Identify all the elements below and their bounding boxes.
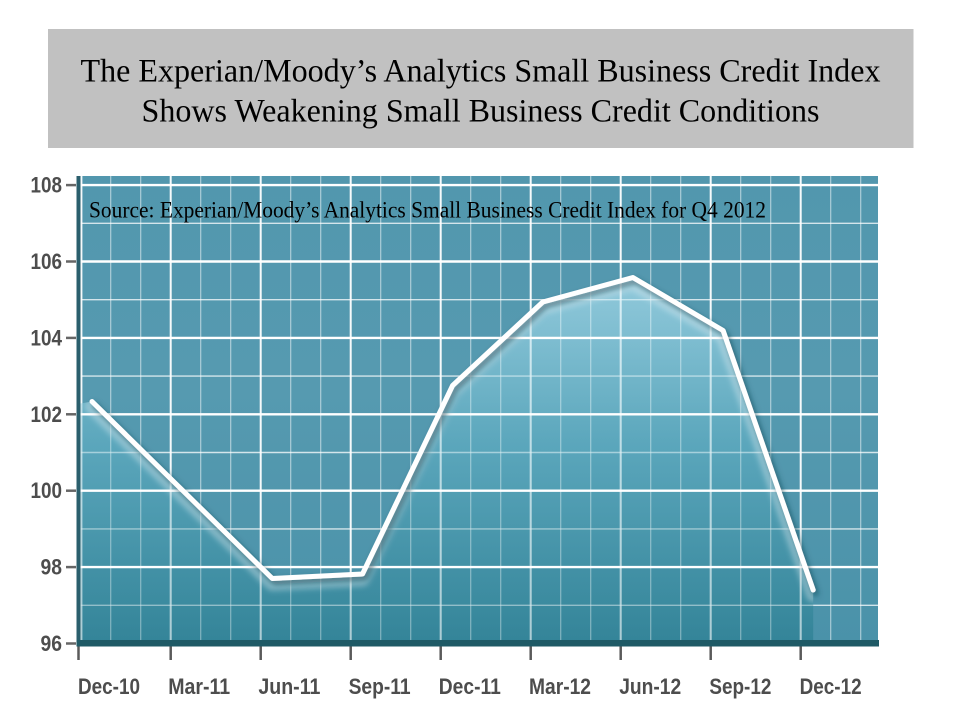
svg-text:Dec-11: Dec-11: [439, 674, 501, 699]
svg-text:Mar-12: Mar-12: [529, 674, 591, 699]
svg-text:100: 100: [31, 478, 63, 503]
svg-text:Source: Experian/Moody’s Analy: Source: Experian/Moody’s Analytics Small…: [89, 198, 766, 223]
svg-text:Sep-11: Sep-11: [349, 674, 411, 699]
svg-text:104: 104: [31, 325, 63, 350]
svg-text:Dec-12: Dec-12: [800, 674, 862, 699]
svg-text:98: 98: [41, 555, 63, 580]
svg-text:106: 106: [31, 249, 63, 274]
svg-text:96: 96: [41, 631, 63, 656]
svg-text:Sep-12: Sep-12: [709, 674, 771, 699]
svg-text:Jun-12: Jun-12: [619, 674, 681, 699]
svg-text:The Experian/Moody’s Analytics: The Experian/Moody’s Analytics Small Bus…: [81, 54, 881, 90]
svg-text:108: 108: [31, 173, 63, 198]
svg-text:102: 102: [31, 402, 63, 427]
svg-text:Dec-10: Dec-10: [78, 674, 140, 699]
svg-text:Jun-11: Jun-11: [258, 674, 320, 699]
svg-text:Mar-11: Mar-11: [168, 674, 230, 699]
svg-text:Shows Weakening Small Business: Shows Weakening Small Business Credit Co…: [142, 93, 820, 129]
